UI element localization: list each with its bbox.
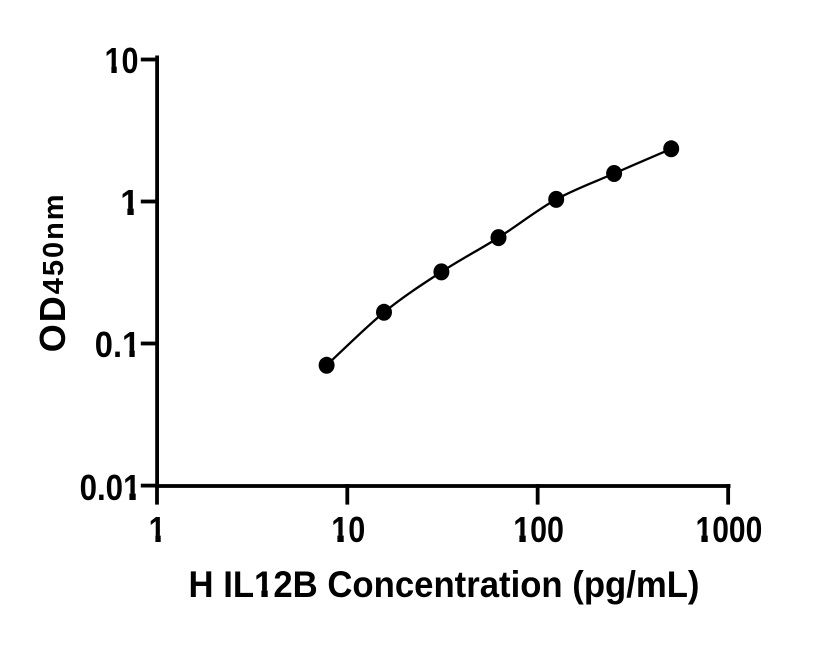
svg-text:10: 10	[105, 40, 139, 81]
svg-text:1: 1	[149, 509, 166, 550]
svg-text:0.1: 0.1	[95, 324, 140, 365]
svg-text:1: 1	[120, 182, 139, 223]
svg-text:H IL12B Concentration (pg/mL): H IL12B Concentration (pg/mL)	[189, 564, 700, 605]
svg-text:1000: 1000	[696, 509, 763, 550]
svg-text:100: 100	[513, 509, 564, 550]
svg-text:0.01: 0.01	[80, 467, 141, 508]
svg-text:10: 10	[331, 509, 365, 550]
svg-text:OD450nm: OD450nm	[32, 192, 73, 352]
